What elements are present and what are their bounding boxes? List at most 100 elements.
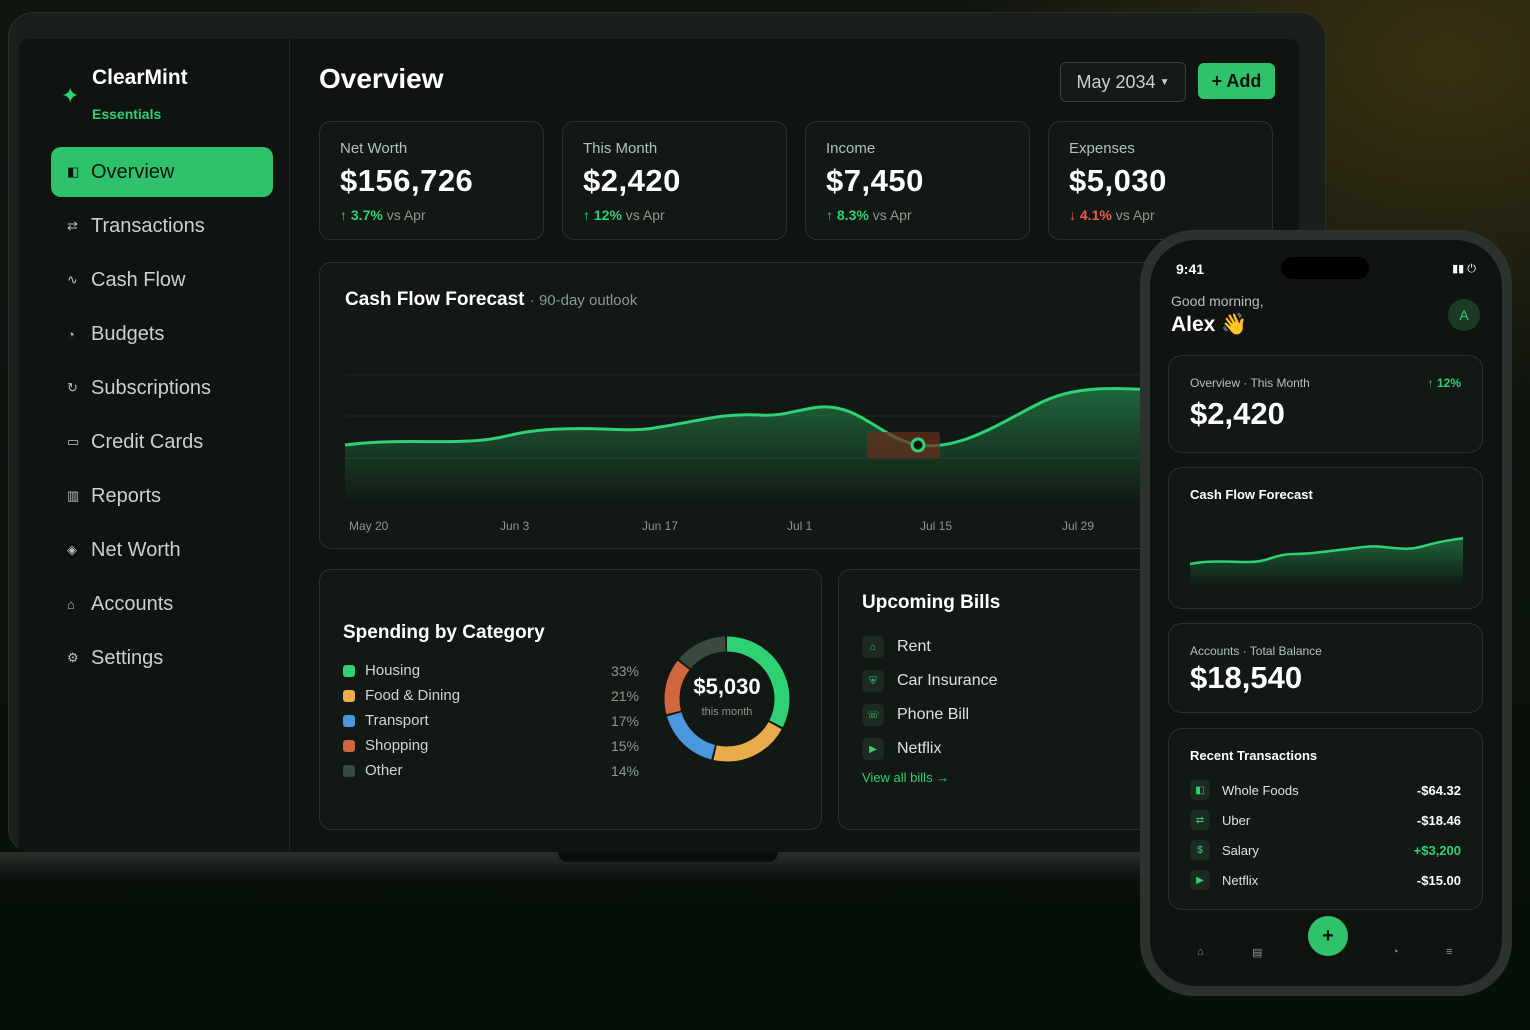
forecast-chart: [344, 374, 1180, 503]
avatar[interactable]: A: [1448, 299, 1480, 331]
mobile-forecast-line: [1189, 536, 1464, 566]
add-fab-button[interactable]: +: [1308, 916, 1348, 956]
bill-item[interactable]: ⌂ Rent: [862, 630, 998, 664]
sidebar-item-overview[interactable]: ◧ Overview: [51, 147, 273, 197]
stat-change-value: ↑ 12%: [583, 207, 622, 223]
legend-pct: 15%: [610, 737, 639, 754]
page-title: Overview: [319, 63, 444, 94]
legend-pct: 14%: [610, 762, 639, 779]
transaction-row[interactable]: ◧ Whole Foods -$64.32: [1190, 775, 1461, 805]
brand-star-icon: ✦: [61, 83, 80, 108]
sidebar-item-credit-cards[interactable]: ▭ Credit Cards: [51, 417, 273, 467]
menu-tab-icon[interactable]: ≡: [1446, 946, 1453, 958]
transaction-row[interactable]: ⇄ Uber -$18.46: [1190, 805, 1461, 835]
mobile-overview-card[interactable]: Overview · This Month ↑ 12% $2,420: [1168, 355, 1483, 453]
sidebar-item-label: Reports: [91, 484, 162, 507]
accounts-icon: ⌂: [67, 596, 75, 612]
sidebar-item-cash-flow[interactable]: ∿ Cash Flow: [51, 255, 273, 305]
stat-change: ↑ 12% vs Apr: [583, 207, 766, 223]
mobile-tab-bar: ⌂ ▤ ◔ ≡: [1150, 916, 1502, 986]
stat-card-net-worth[interactable]: Net Worth $156,726 ↑ 3.7% vs Apr: [319, 121, 544, 240]
view-all-bills-link[interactable]: View all bills →: [862, 770, 950, 785]
bill-item[interactable]: ☏ Phone Bill: [862, 698, 998, 732]
bill-item[interactable]: ⛨ Car Insurance: [862, 664, 998, 698]
sidebar-item-label: Cash Flow: [91, 268, 186, 291]
forecast-marker[interactable]: [910, 437, 926, 453]
sidebar-item-settings[interactable]: ⚙ Settings: [51, 633, 273, 683]
month-selector[interactable]: May 2034 ▼: [1060, 62, 1186, 102]
sidebar-item-label: Accounts: [91, 592, 174, 615]
legend-item: Housing 33%: [343, 658, 639, 683]
donut-slice-shopping[interactable]: [664, 636, 790, 762]
transaction-row[interactable]: ▶ Netflix -$15.00: [1190, 865, 1461, 895]
mobile-accounts-card[interactable]: Accounts · Total Balance $18,540: [1168, 623, 1483, 713]
sidebar-item-subscriptions[interactable]: ↻ Subscriptions: [51, 363, 273, 413]
sidebar-nav: ◧ Overview ⇄ Transactions ∿ Cash Flow ◔ Budgets…: [51, 147, 273, 687]
stat-value: $156,726: [340, 163, 474, 198]
recent-transactions-card: Recent Transactions ◧ Whole Foods -$64.32 ⇄…: [1168, 728, 1483, 910]
phone-frame: 9:41 ▮▮ ⏻ Good morning, Alex 👋 A Overvie…: [1140, 230, 1512, 996]
recent-transactions-title: Recent Transactions: [1190, 748, 1318, 763]
legend-swatch: [343, 714, 355, 727]
budgets-icon: ◔: [67, 326, 75, 342]
stat-change-suffix: vs Apr: [382, 207, 426, 223]
sidebar-item-budgets[interactable]: ◔ Budgets: [51, 309, 273, 359]
legend-name: Housing: [365, 662, 421, 679]
sidebar: ✦ ClearMint Essentials ◧ Overview ⇄ Transac…: [19, 39, 290, 853]
x-tick-label: Jul 29: [1062, 519, 1095, 533]
sidebar-item-reports[interactable]: ▥ Reports: [51, 471, 273, 521]
stat-card-income[interactable]: Income $7,450 ↑ 8.3% vs Apr: [805, 121, 1030, 240]
transaction-row[interactable]: $ Salary +$3,200: [1190, 835, 1461, 865]
stat-label: Income: [826, 140, 876, 157]
legend-name: Other: [365, 762, 403, 779]
mobile-accounts-label: Accounts · Total Balance: [1190, 644, 1322, 658]
donut-total: $5,030: [693, 674, 761, 699]
x-tick-label: Jul 1: [787, 519, 813, 533]
home-tab-icon[interactable]: ⌂: [1197, 946, 1204, 958]
budget-tab-icon[interactable]: ◔: [1392, 946, 1399, 958]
mobile-forecast-card[interactable]: Cash Flow Forecast: [1168, 467, 1483, 609]
mobile-forecast-area: [1190, 538, 1463, 586]
list-tab-icon[interactable]: ▤: [1252, 947, 1263, 959]
forecast-title-text: Cash Flow Forecast: [345, 289, 525, 310]
low-balance-highlight: [867, 432, 940, 458]
battery-icon: ▮▮ ⏻: [1452, 263, 1476, 275]
sidebar-item-accounts[interactable]: ⌂ Accounts: [51, 579, 273, 629]
stat-value: $2,420: [583, 163, 681, 198]
cash-flow-icon: ∿: [67, 272, 78, 287]
legend-item: Shopping 15%: [343, 733, 639, 758]
overview-icon: ◧: [67, 164, 80, 179]
sidebar-item-label: Net Worth: [91, 538, 181, 561]
chevron-down-icon: ▼: [1159, 76, 1170, 88]
bill-name: Netflix: [897, 740, 942, 757]
transaction-amount: -$15.00: [1416, 872, 1461, 888]
transaction-name: Salary: [1222, 842, 1259, 858]
stat-change: ↓ 4.1% vs Apr: [1069, 207, 1252, 223]
bill-item[interactable]: ▶ Netflix: [862, 732, 998, 766]
stat-label: Expenses: [1069, 140, 1135, 157]
sidebar-item-label: Settings: [91, 646, 164, 669]
bill-name: Phone Bill: [897, 706, 970, 723]
stat-change: ↑ 8.3% vs Apr: [826, 207, 1009, 223]
legend-swatch: [343, 689, 355, 702]
forecast-line: [344, 387, 1180, 448]
stat-value: $5,030: [1069, 163, 1167, 198]
bills-title: Upcoming Bills: [862, 592, 1001, 613]
stat-card-this-month[interactable]: This Month $2,420 ↑ 12% vs Apr: [562, 121, 787, 240]
legend-item: Food & Dining 21%: [343, 683, 639, 708]
desktop-app: ✦ ClearMint Essentials ◧ Overview ⇄ Transac…: [19, 39, 1299, 853]
mobile-overview-value: $2,420: [1190, 396, 1285, 431]
forecast-title: Cash Flow Forecast · 90-day outlook: [345, 289, 637, 311]
stat-change-suffix: vs Apr: [621, 207, 665, 223]
stat-change-value: ↑ 8.3%: [826, 207, 869, 223]
sidebar-item-transactions[interactable]: ⇄ Transactions: [51, 201, 273, 251]
reports-icon: ▥: [67, 488, 80, 503]
stat-card-expenses[interactable]: Expenses $5,030 ↓ 4.1% vs Apr: [1048, 121, 1273, 240]
sidebar-item-label: Budgets: [91, 322, 165, 345]
donut-slice-food-dining[interactable]: [664, 636, 790, 762]
donut-slice-housing[interactable]: [664, 636, 790, 762]
legend-swatch: [343, 764, 355, 777]
add-button[interactable]: + Add: [1198, 63, 1275, 99]
stat-change-value: ↓ 4.1%: [1069, 207, 1112, 223]
sidebar-item-net-worth[interactable]: ◈ Net Worth: [51, 525, 273, 575]
